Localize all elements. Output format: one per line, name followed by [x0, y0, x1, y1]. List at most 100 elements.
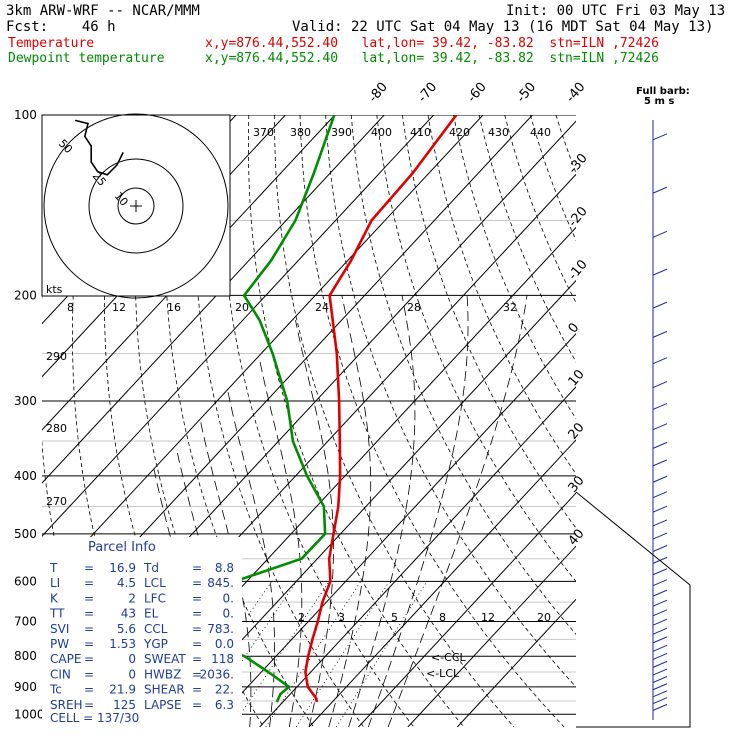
mixing-ratio-label: 2: [298, 611, 305, 624]
parcel-eq: =: [192, 591, 202, 605]
dry-adiabat-label: 440: [530, 126, 551, 139]
dry-adiabat-label: 410: [410, 126, 431, 139]
parcel-value: 21.9: [109, 683, 136, 697]
wind-barb: [652, 636, 668, 644]
dry-adiabat: [607, 115, 740, 727]
parcel-value: 0.: [223, 607, 234, 621]
parcel-key: CCL: [144, 622, 168, 636]
parcel-eq: =: [84, 607, 94, 621]
parcel-key: SREH: [50, 698, 83, 712]
parcel-eq: =: [84, 667, 94, 681]
isotherm: [209, 332, 576, 727]
parcel-value: 1.53: [109, 637, 136, 651]
parcel-eq: =: [192, 622, 202, 636]
pressure-tick-label: 400: [14, 469, 37, 483]
dry-adiabat: [478, 115, 576, 363]
moist-adiabat: [387, 295, 528, 727]
pressure-tick-label: 1000: [14, 707, 45, 721]
temperature-location: x,y=876.44,552.40 lat,lon= 39.42, -83.82…: [205, 36, 659, 51]
isotherm-label: 10: [566, 367, 588, 389]
dry-adiabat: [376, 115, 576, 583]
isotherm: [42, 115, 385, 484]
mixing-ratio-label: 3: [338, 611, 345, 624]
wind-barb: [652, 668, 668, 676]
hodograph-speed-tick: 28: [407, 301, 421, 314]
profiles: [42, 115, 458, 703]
dry-adiabat-label: 430: [488, 126, 509, 139]
parcel-eq: =: [192, 667, 202, 681]
parcel-eq: =: [192, 683, 202, 697]
isotherm-label: -70: [415, 80, 440, 106]
parcel-info-title: Parcel Info: [88, 540, 156, 555]
parcel-key: HWBZ: [144, 667, 181, 681]
parcel-eq: =: [84, 591, 94, 605]
mixing-ratio-label: 20: [537, 611, 551, 624]
dewpoint-location: x,y=876.44,552.40 lat,lon= 39.42, -83.82…: [205, 51, 659, 66]
isotherm: [407, 545, 576, 727]
hodograph-trace: [75, 119, 124, 176]
wind-barb: [652, 697, 668, 705]
parcel-value: 845.: [207, 576, 234, 590]
parcel-eq: =: [84, 652, 94, 666]
isotherm: [42, 115, 484, 590]
isotherm-label: 40: [566, 526, 588, 548]
mixing-ratio-line: [336, 581, 428, 727]
wind-barb: [652, 133, 668, 141]
isotherm: [456, 598, 576, 727]
parcel-key: T: [49, 561, 58, 575]
parcel-key: TT: [49, 607, 65, 621]
wind-barb: [652, 403, 668, 410]
moist-adiabat: [200, 421, 252, 727]
dry-adiabat-label: 290: [46, 350, 67, 363]
parcel-value: 16.9: [109, 561, 136, 575]
wind-barb: [652, 475, 668, 483]
parcel-value: 6.3: [215, 698, 234, 712]
parcel-key: K: [50, 591, 59, 605]
parcel-eq: =: [192, 576, 202, 590]
dry-adiabat: [247, 115, 465, 727]
parcel-value: 8.8: [215, 561, 234, 575]
parcel-value: 43: [121, 607, 136, 621]
moist-adiabat: [328, 295, 372, 727]
parcel-value: 0: [128, 667, 136, 681]
parcel-value: 125: [113, 698, 136, 712]
dry-adiabat: [427, 115, 576, 475]
parcel-eq: =: [192, 607, 202, 621]
dry-adiabat-label: 420: [449, 126, 470, 139]
wind-barbs: Full barb:5 m s: [636, 86, 690, 720]
isotherm-label: -40: [563, 80, 588, 106]
wind-barb: [652, 491, 668, 499]
wind-barb: [652, 301, 668, 309]
wind-barb: [652, 519, 668, 527]
wind-barb: [652, 381, 668, 389]
wind-barb: [652, 690, 668, 698]
dry-adiabat: [193, 115, 365, 727]
wind-barb: [652, 441, 668, 449]
isotherm: [358, 492, 576, 727]
dry-adiabat: [350, 115, 576, 635]
mixing-ratio-line: [295, 581, 390, 727]
wind-barb: [652, 568, 668, 576]
wind-barb: [652, 459, 668, 467]
hodograph-speed-tick: 16: [167, 301, 181, 314]
parcel-key: CAPE: [50, 652, 81, 666]
parcel-key: LI: [50, 576, 60, 590]
hodograph-ring: [43, 113, 229, 299]
hodograph-kts-label: kts: [46, 283, 63, 296]
hodograph-speed-tick: 20: [235, 301, 249, 314]
isotherm-label: -20: [566, 204, 591, 230]
hodograph-speed-tick: 8: [67, 301, 74, 314]
parcel-value: 0: [128, 652, 136, 666]
ccl-marker: <-CCL: [431, 651, 467, 664]
parcel-key: LCL: [144, 576, 166, 590]
dry-adiabat: [274, 115, 515, 727]
barb-legend-value: 5 m s: [644, 96, 674, 107]
isotherm-label: -60: [465, 80, 490, 106]
wind-barb: [652, 505, 668, 513]
wind-barb: [652, 230, 668, 238]
pressure-tick-label: 700: [14, 614, 37, 628]
wind-barb: [652, 268, 668, 276]
wind-barb: [652, 618, 668, 626]
